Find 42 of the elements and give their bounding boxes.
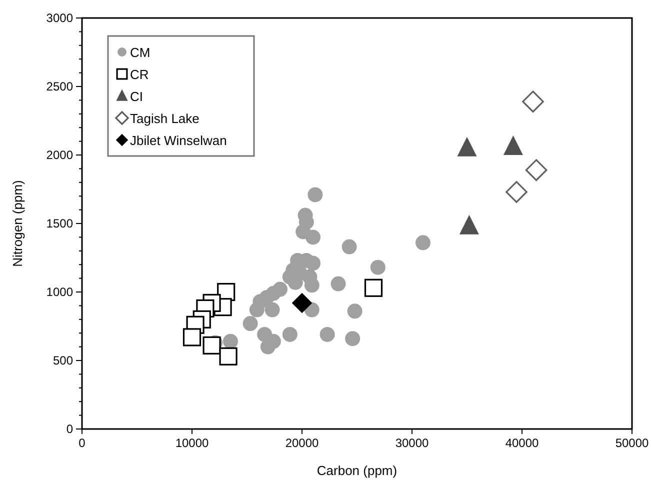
y-tick-label: 1500 — [46, 216, 74, 230]
point — [223, 334, 238, 349]
point — [304, 278, 320, 293]
point — [330, 276, 346, 292]
point — [320, 326, 335, 342]
x-tick-label: 10000 — [175, 436, 210, 450]
y-tick-label: 1000 — [46, 285, 74, 299]
legend-label: CM — [130, 45, 150, 60]
x-tick-label: 20000 — [285, 436, 320, 450]
point — [370, 260, 386, 275]
legend-label: Tagish Lake — [130, 111, 200, 126]
x-tick-label: 30000 — [395, 436, 430, 450]
point — [306, 230, 320, 245]
point — [306, 256, 320, 271]
x-tick-label: 0 — [78, 436, 86, 450]
point — [308, 187, 323, 202]
point — [416, 235, 430, 250]
point — [345, 331, 360, 346]
y-tick-label: 3000 — [46, 11, 74, 25]
x-tick-label: 40000 — [505, 436, 540, 450]
point — [242, 316, 258, 332]
y-tick-label: 0 — [66, 422, 74, 436]
x-axis-title: Carbon (ppm) — [316, 463, 398, 478]
y-tick-label: 2500 — [46, 80, 74, 94]
point — [182, 328, 202, 346]
point — [347, 304, 362, 319]
point — [525, 159, 548, 181]
point — [292, 292, 312, 314]
legend-label: Jbilet Winselwan — [130, 133, 227, 148]
point — [342, 239, 357, 254]
x-tick-label: 50000 — [615, 436, 650, 450]
legend-label: CI — [130, 89, 143, 104]
point — [249, 302, 264, 318]
point — [506, 181, 528, 203]
point — [364, 278, 383, 297]
point — [264, 302, 280, 318]
y-tick-label: 500 — [52, 354, 74, 368]
point — [282, 326, 298, 342]
point — [522, 90, 544, 112]
y-tick-label: 2000 — [46, 148, 74, 162]
legend-label: CR — [130, 67, 149, 82]
y-axis-title: Nitrogen (ppm) — [10, 180, 25, 267]
